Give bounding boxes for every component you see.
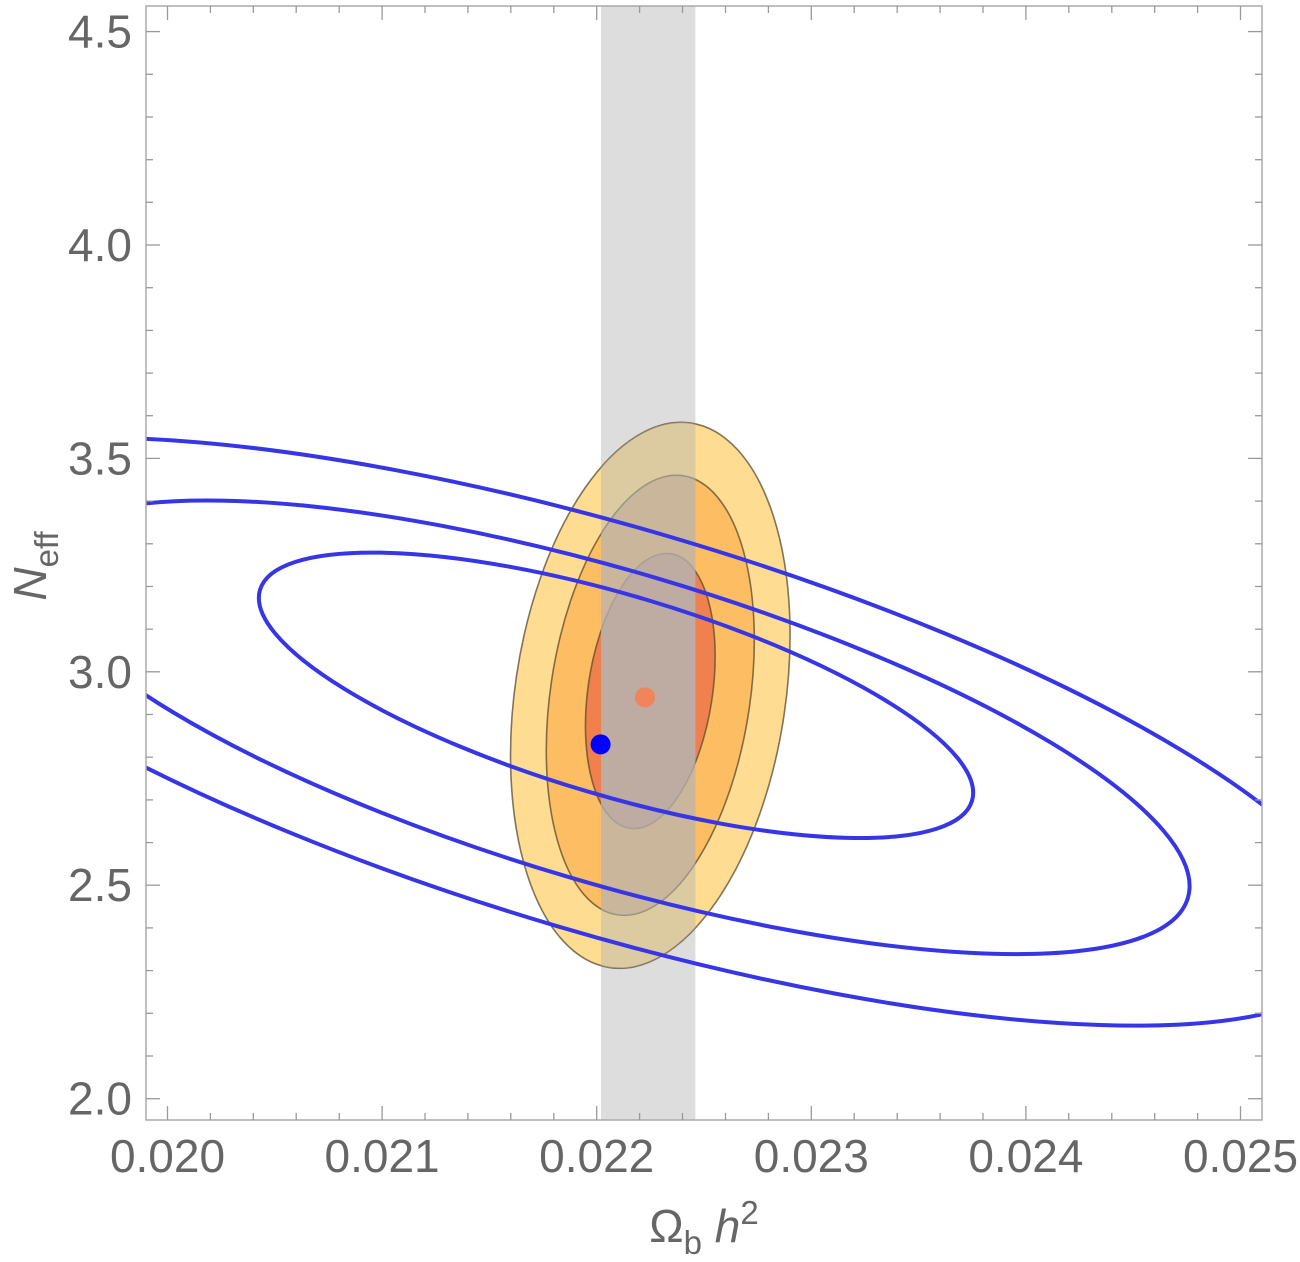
y-axis-title-base: N <box>4 567 56 601</box>
outline-contours <box>146 435 1262 1028</box>
x-axis-title-sup: 2 <box>740 1194 758 1231</box>
outline-contour-2-sigma <box>146 498 1192 957</box>
y-tick-label: 4.0 <box>68 219 132 271</box>
best-fit-blue-point <box>590 734 611 755</box>
x-tick-label: 0.024 <box>968 1130 1083 1182</box>
y-tick-label: 3.5 <box>68 432 132 484</box>
axis-ticks <box>146 6 1262 1120</box>
x-tick-label: 0.025 <box>1183 1130 1298 1182</box>
x-tick-label: 0.020 <box>110 1130 225 1182</box>
x-tick-label: 0.022 <box>539 1130 654 1182</box>
x-tick-label: 0.023 <box>754 1130 869 1182</box>
x-axis-title-base: Ω <box>649 1200 683 1252</box>
y-tick-label: 3.0 <box>68 646 132 698</box>
y-tick-label: 4.5 <box>68 6 132 58</box>
best-fit-orange-point <box>635 687 655 708</box>
x-axis-title-sub: b <box>684 1224 702 1261</box>
x-tick-labels: 0.020 0.021 0.022 0.023 0.024 0.025 <box>110 1130 1298 1182</box>
x-tick-label: 0.021 <box>325 1130 440 1182</box>
best-fit-points <box>590 687 655 755</box>
outline-contour-3-sigma <box>146 435 1262 1028</box>
x-axis-title: Ωb h2 <box>649 1194 758 1261</box>
outline-contour-1-sigma <box>256 550 976 841</box>
plot-frame <box>145 5 1263 1121</box>
y-tick-label: 2.5 <box>68 859 132 911</box>
y-axis-title: Neff <box>4 531 65 601</box>
y-axis-title-sub: eff <box>28 531 65 568</box>
x-axis-title-mid: h <box>702 1200 740 1252</box>
y-tick-label: 2.0 <box>68 1073 132 1125</box>
y-tick-labels: 2.0 2.5 3.0 3.5 4.0 4.5 <box>68 6 132 1125</box>
